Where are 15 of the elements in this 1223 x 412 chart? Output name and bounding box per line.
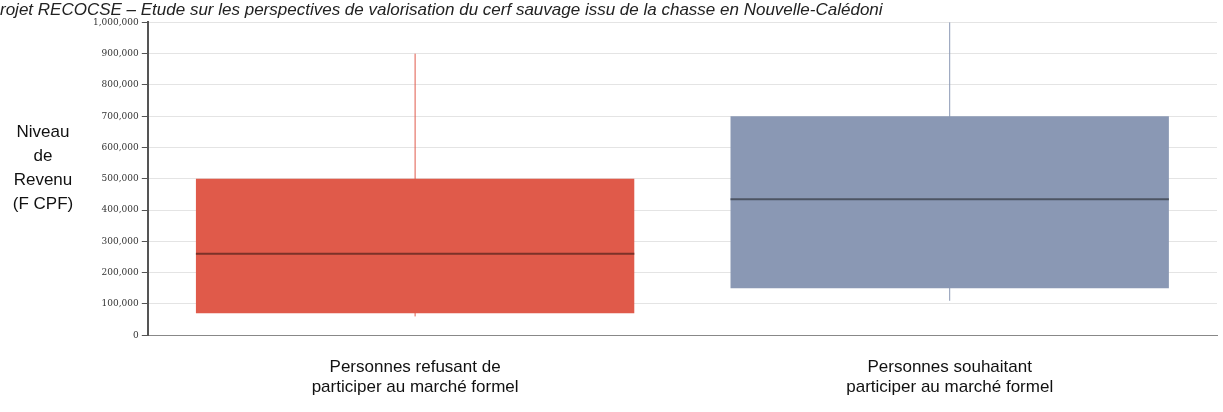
y-tick-label: 1,000,000 [92, 16, 140, 27]
x-tick-label: Personnes souhaitant participer au marché formel [846, 357, 1054, 397]
y-tick-label: 500,000 [101, 173, 140, 184]
y-tick-label: 300,000 [101, 235, 140, 246]
y-tick-label: 100,000 [101, 298, 140, 309]
y-tick-label: 0 [133, 329, 140, 340]
y-tick-label: 900,000 [101, 48, 140, 59]
y-tick-label: 700,000 [101, 110, 140, 121]
y-axis-title: Niveau de Revenu (F CPF) [11, 121, 75, 215]
x-tick-label: Personnes refusant de participer au marché formel [311, 357, 519, 397]
chart-title: rojet RECOCSE – Etude sur les perspectives de valorisation du cerf sauvage issu de la chasse en Nouvelle-Calédoni [0, 0, 884, 19]
y-tick-label: 200,000 [101, 266, 140, 277]
y-tick-label: 800,000 [101, 79, 140, 90]
y-tick-label: 400,000 [101, 204, 140, 215]
y-tick-label: 600,000 [101, 141, 140, 152]
